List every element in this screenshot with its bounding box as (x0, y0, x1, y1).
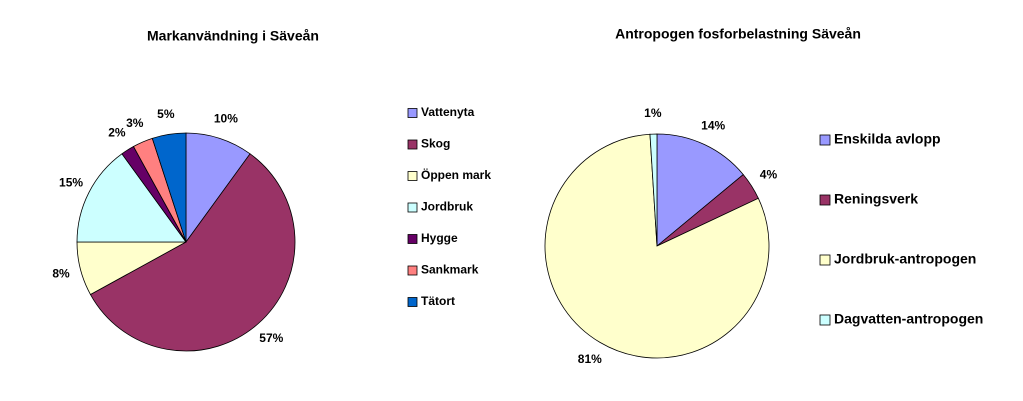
value-label: 5% (157, 107, 175, 121)
value-label: 8% (52, 266, 70, 280)
legend-label: Tätort (421, 294, 455, 308)
legend-label: Sankmark (421, 263, 479, 277)
value-label: 81% (578, 352, 602, 366)
legend-swatch (407, 139, 418, 150)
legend-swatch (407, 297, 418, 307)
legend-swatch (407, 265, 418, 276)
legend-label: Öppen mark (421, 167, 491, 182)
legend-label: Reningsverk (834, 191, 918, 207)
legend-label: Hygge (421, 231, 458, 245)
pie-slice (656, 133, 744, 247)
value-label: 10% (214, 111, 238, 125)
value-label: 4% (760, 167, 778, 181)
legend-label: Jordbruk (421, 200, 473, 214)
legend-swatch (407, 202, 418, 213)
legend-label: Enskilda avlopp (834, 131, 941, 147)
legend-label: Vattenyta (421, 105, 475, 119)
legend-label: Jordbruk-antropogen (834, 251, 976, 267)
value-label: 15% (59, 176, 83, 190)
value-label: 57% (259, 331, 283, 345)
chart-title: Antropogen fosforbelastning Säveån (615, 26, 861, 42)
legend-swatch (819, 194, 831, 206)
value-label: 14% (701, 119, 725, 133)
value-label: 2% (108, 125, 126, 139)
legend-swatch (407, 234, 418, 244)
pie-slice (649, 133, 658, 247)
legend-swatch (819, 314, 831, 326)
legend-swatch (407, 171, 418, 181)
legend-label: Dagvatten-antropogen (834, 311, 983, 327)
legend-swatch (407, 108, 418, 118)
value-label: 3% (126, 116, 144, 130)
legend-swatch (819, 134, 831, 146)
pie-slice (544, 133, 770, 359)
pie-slice (76, 153, 187, 243)
legend-label: Skog (421, 137, 450, 151)
chart-title: Markanvändning i Säveån (147, 28, 319, 44)
legend-swatch (819, 254, 831, 266)
pie-slice (89, 153, 296, 352)
value-label: 1% (644, 106, 662, 120)
pie-slice (151, 132, 187, 243)
